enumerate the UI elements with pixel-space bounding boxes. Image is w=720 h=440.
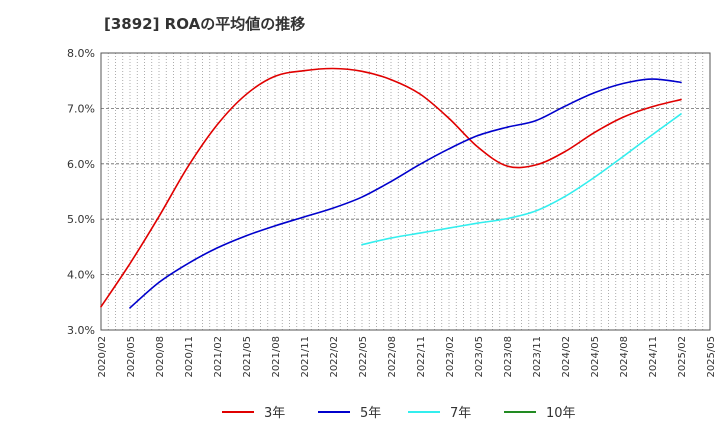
- y-tick-label: 6.0%: [67, 158, 95, 171]
- y-tick-label: 8.0%: [67, 47, 95, 60]
- series-line-1: [129, 78, 682, 309]
- x-tick-label: 2022/11: [416, 336, 427, 378]
- legend: 3年 5年 7年 10年: [222, 406, 576, 421]
- x-tick-label: 2024/11: [648, 336, 659, 378]
- x-tick-label: 2021/11: [300, 336, 311, 378]
- series-line-0: [100, 67, 682, 308]
- y-axis-ticks: 3.0% 4.0% 5.0% 6.0% 7.0% 8.0%: [67, 47, 95, 337]
- x-tick-label: 2021/02: [213, 336, 224, 378]
- x-tick-label: 2021/08: [271, 336, 282, 378]
- x-tick-label: 2023/08: [503, 336, 514, 378]
- x-tick-label: 2025/02: [677, 336, 688, 378]
- legend-label-0: 3年: [264, 406, 285, 421]
- x-tick-label: 2022/05: [358, 336, 369, 378]
- x-tick-label: 2023/02: [445, 336, 456, 378]
- x-tick-label: 2023/05: [474, 336, 485, 378]
- legend-label-3: 10年: [546, 406, 576, 421]
- y-tick-label: 5.0%: [67, 213, 95, 226]
- plot-area: [100, 52, 711, 331]
- plot-border: [100, 52, 711, 331]
- x-tick-label: 2021/05: [242, 336, 253, 378]
- y-tick-label: 4.0%: [67, 269, 95, 282]
- x-tick-label: 2024/05: [590, 336, 601, 378]
- y-tick-label: 7.0%: [67, 102, 95, 115]
- x-tick-label: 2025/05: [706, 336, 717, 378]
- x-tick-label: 2020/11: [184, 336, 195, 378]
- x-tick-label: 2020/02: [97, 336, 108, 378]
- x-tick-label: 2022/08: [387, 336, 398, 378]
- x-tick-label: 2022/02: [329, 336, 340, 378]
- x-tick-label: 2024/08: [619, 336, 630, 378]
- series-lines: [100, 67, 682, 309]
- x-tick-label: 2020/05: [126, 336, 137, 378]
- x-tick-label: 2024/02: [561, 336, 572, 378]
- chart-title: [3892] ROAの平均値の推移: [104, 15, 306, 33]
- x-axis-ticks: 2020/02 2020/05 2020/08 2020/11 2021/02 2021/…: [97, 336, 717, 378]
- series-line-2: [361, 113, 682, 246]
- legend-label-2: 7年: [450, 406, 471, 421]
- legend-label-1: 5年: [360, 406, 381, 421]
- y-tick-label: 3.0%: [67, 324, 95, 337]
- x-tick-label: 2020/08: [155, 336, 166, 378]
- x-tick-label: 2023/11: [532, 336, 543, 378]
